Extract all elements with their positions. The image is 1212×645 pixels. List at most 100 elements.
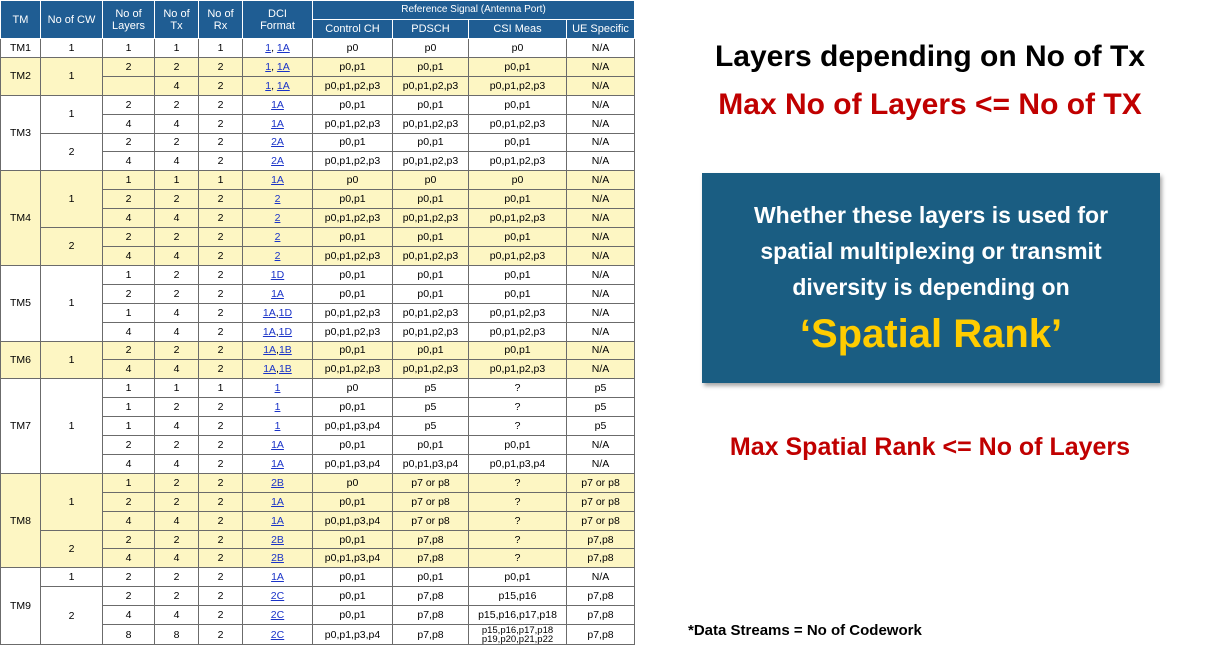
dci-format-link[interactable]: 1A: [271, 571, 284, 584]
dci-format-link[interactable]: 2C: [270, 628, 285, 641]
dci-format-link[interactable]: 1: [274, 382, 281, 395]
dci-format-link[interactable]: 1A: [262, 325, 276, 338]
dci-format-link[interactable]: 1: [265, 41, 272, 54]
col-header-tx-line1: No of: [163, 7, 190, 20]
ue-cell: p7 or p8: [565, 491, 636, 512]
ctrl-cell: p0,p1: [312, 491, 393, 512]
dci-format-link[interactable]: 2C: [270, 609, 285, 622]
dci-format-link[interactable]: 1A: [262, 306, 276, 319]
layers-cell: 4: [102, 453, 155, 474]
dci-cell: 2: [242, 227, 313, 247]
dci-format-link[interactable]: 1B: [278, 344, 292, 357]
ctrl-cell: p0,p1: [312, 586, 393, 607]
layers-cell: 4: [102, 605, 155, 626]
layers-cell: 2: [102, 529, 155, 550]
tx-cell: 1: [154, 170, 199, 191]
col-header-ue: UE Specific: [565, 19, 636, 39]
ue-cell: p7,p8: [565, 529, 636, 550]
pdsch-cell: p0: [392, 38, 469, 58]
dci-format-link[interactable]: 1: [274, 420, 281, 433]
dci-format-link[interactable]: 1A: [271, 514, 284, 527]
dci-format-link[interactable]: 1A: [271, 117, 284, 130]
dci-format-link[interactable]: 1D: [278, 306, 293, 319]
dci-format-link[interactable]: 1D: [278, 325, 293, 338]
dci-format-link[interactable]: 1A: [263, 363, 277, 376]
dci-format-link[interactable]: 2: [274, 249, 281, 262]
layers-cell: [102, 75, 155, 96]
dci-format-link[interactable]: 1A: [276, 79, 290, 92]
ue-cell: N/A: [565, 151, 636, 172]
rx-cell: 2: [198, 340, 243, 361]
pdsch-cell: p7,p8: [392, 586, 469, 607]
dci-format-link[interactable]: 1A: [271, 438, 284, 451]
dci-cell: 1A: [242, 170, 313, 191]
dci-format-link[interactable]: 2: [274, 193, 281, 206]
dci-format-link[interactable]: 1A: [276, 60, 290, 73]
dci-format-link[interactable]: 1: [274, 401, 281, 414]
ctrl-cell: p0,p1: [312, 189, 393, 210]
col-header-ref-signal: Reference Signal (Antenna Port): [311, 0, 636, 20]
pdsch-cell: p0,p1: [392, 56, 469, 77]
dci-format-link[interactable]: 2C: [270, 590, 285, 603]
dci-format-link[interactable]: 1D: [270, 268, 285, 281]
dci-cell: 1A: [242, 94, 313, 115]
dci-format-link[interactable]: 1A: [276, 41, 290, 54]
ctrl-cell: p0: [312, 378, 393, 399]
tx-cell: 4: [154, 416, 199, 437]
rx-cell: 1: [198, 378, 243, 399]
tx-cell: 4: [154, 359, 199, 380]
rx-cell: 2: [198, 56, 243, 77]
dci-format-link[interactable]: 1A: [271, 174, 284, 187]
ctrl-cell: p0,p1: [312, 435, 393, 455]
ue-cell: p7 or p8: [565, 472, 636, 493]
ctrl-cell: p0,p1: [312, 264, 393, 285]
rx-cell: 1: [198, 170, 243, 191]
dci-format-link[interactable]: 1A: [271, 98, 284, 111]
dci-format-link[interactable]: 2B: [271, 476, 284, 489]
dci-cell: 1A,1B: [242, 359, 313, 380]
dci-format-link[interactable]: 1A: [263, 344, 277, 357]
dci-format-link[interactable]: 1: [265, 60, 272, 73]
table-row: 4 4 2 2A p0,p1,p2,p3 p0,p1,p2,p3 p0,p1,p2,p3 N/…: [1, 151, 636, 172]
dci-format-link[interactable]: 2A: [271, 155, 284, 168]
cw-cell: 1: [40, 38, 103, 58]
pdsch-cell: p0,p1: [392, 567, 469, 588]
rx-cell: 2: [198, 245, 243, 266]
tx-cell: 4: [154, 510, 199, 531]
dci-format-link[interactable]: 1A: [271, 495, 284, 508]
dci-format-link[interactable]: 1: [265, 79, 272, 92]
dci-format-link[interactable]: 1B: [278, 363, 292, 376]
csi-cell: ?: [468, 378, 567, 399]
col-header-csi: CSI Meas: [468, 19, 567, 39]
csi-cell: p0,p1,p2,p3: [468, 302, 567, 323]
ctrl-cell: p0,p1: [312, 132, 393, 153]
pdsch-cell: p0,p1,p2,p3: [392, 245, 469, 266]
rx-cell: 2: [198, 94, 243, 115]
dci-format-link[interactable]: 2B: [271, 552, 284, 565]
dci-cell: 1A: [242, 435, 313, 455]
csi-cell: p0,p1,p2,p3: [468, 321, 567, 342]
csi-cell: p0: [468, 38, 567, 58]
col-header-pdsch: PDSCH: [392, 19, 469, 39]
ctrl-cell: p0,p1: [312, 340, 393, 361]
csi-cell: p0,p1,p2,p3: [468, 75, 567, 96]
ctrl-cell: p0,p1,p2,p3: [312, 359, 393, 380]
col-header-layers: No of Layers: [102, 0, 155, 39]
dci-format-link[interactable]: 1A: [271, 457, 284, 470]
ue-cell: p7 or p8: [565, 510, 636, 531]
cw-cell: 1: [40, 94, 103, 134]
dci-format-link[interactable]: 2: [274, 231, 281, 244]
cw-cell: 1: [40, 340, 103, 380]
tx-cell: 2: [154, 227, 199, 247]
ue-cell: N/A: [565, 208, 636, 229]
dci-cell: 1: [242, 378, 313, 399]
ctrl-cell: p0,p1,p2,p3: [312, 113, 393, 134]
pdsch-cell: p0,p1: [392, 435, 469, 455]
dci-format-link[interactable]: 1A: [271, 287, 284, 300]
dci-format-link[interactable]: 2A: [271, 136, 284, 149]
dci-format-link[interactable]: 2: [274, 212, 281, 225]
ctrl-cell: p0,p1,p2,p3: [312, 302, 393, 323]
dci-format-link[interactable]: 2B: [271, 533, 284, 546]
rx-cell: 2: [198, 321, 243, 342]
dci-cell: 1, 1A: [242, 56, 313, 77]
